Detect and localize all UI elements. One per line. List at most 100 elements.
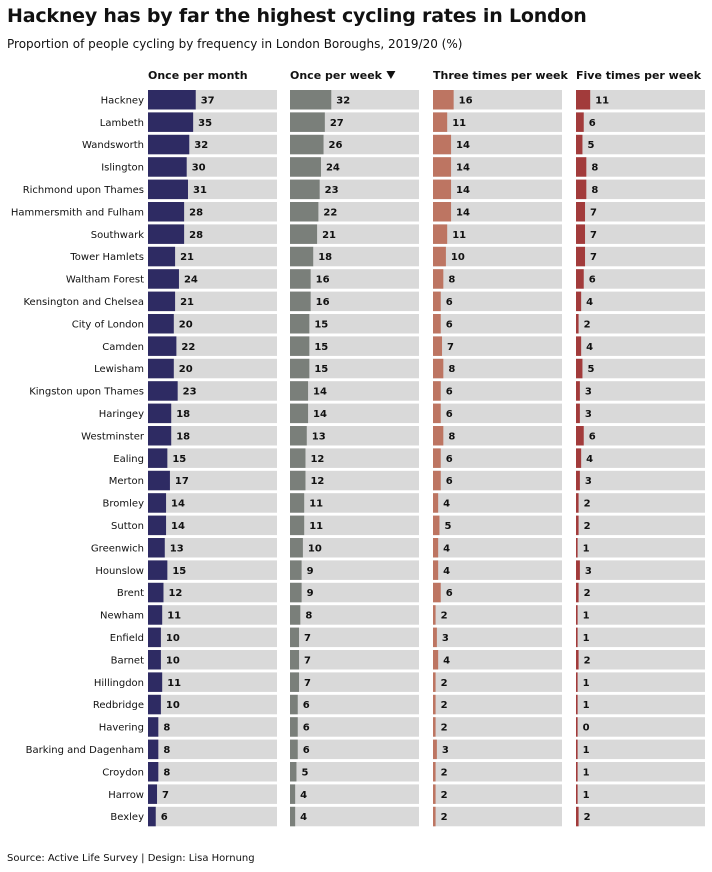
value-label: 9 <box>307 588 314 599</box>
value-label: 20 <box>179 364 193 375</box>
background-bar <box>148 403 277 424</box>
value-label: 11 <box>167 678 181 689</box>
value-bar <box>433 314 441 334</box>
value-label: 8 <box>448 275 455 286</box>
value-label: 3 <box>442 633 449 644</box>
value-label: 22 <box>181 342 195 353</box>
background-bar <box>148 381 277 401</box>
category-label: Brent <box>117 588 144 599</box>
background-bar <box>433 470 562 491</box>
value-bar <box>148 806 156 827</box>
value-label: 12 <box>310 476 324 487</box>
value-bar <box>290 538 303 558</box>
value-bar <box>433 515 440 536</box>
value-bar <box>433 582 441 603</box>
value-bar <box>148 246 176 267</box>
value-bar <box>148 538 165 558</box>
value-label: 7 <box>162 790 169 801</box>
chart-subtitle: Proportion of people cycling by frequenc… <box>7 37 463 51</box>
background-bar <box>576 650 705 670</box>
value-label: 1 <box>583 678 590 689</box>
value-label: 23 <box>183 387 197 398</box>
background-bar <box>576 627 705 648</box>
value-bar <box>433 538 439 558</box>
background-bar <box>290 538 419 558</box>
value-bar <box>433 246 446 267</box>
value-bar <box>290 134 324 155</box>
value-bar <box>148 672 163 692</box>
value-label: 8 <box>591 185 598 196</box>
background-bar <box>576 582 705 603</box>
value-label: 10 <box>166 633 180 644</box>
background-bar <box>433 448 562 468</box>
value-bar <box>290 806 296 827</box>
category-label: Lambeth <box>100 118 144 129</box>
value-label: 10 <box>308 543 322 554</box>
value-label: 16 <box>459 95 473 106</box>
value-bar <box>576 515 579 536</box>
background-bar <box>290 157 419 177</box>
value-bar <box>433 291 441 312</box>
value-bar <box>576 112 584 132</box>
value-bar <box>576 694 578 715</box>
value-label: 15 <box>314 319 328 330</box>
value-label: 3 <box>585 387 592 398</box>
background-bar <box>433 112 562 132</box>
series-header: Three times per week <box>433 69 569 82</box>
value-label: 7 <box>590 230 597 241</box>
series-header: Once per week <box>290 69 383 82</box>
value-bar <box>290 90 332 110</box>
value-label: 2 <box>584 319 591 330</box>
value-bar <box>576 582 579 603</box>
value-bar <box>290 784 296 804</box>
value-bar <box>148 605 163 625</box>
category-label: Hounslow <box>95 566 144 577</box>
value-bar <box>576 538 578 558</box>
value-label: 6 <box>446 409 453 420</box>
triangle-down-icon <box>386 71 396 79</box>
value-bar <box>433 269 444 289</box>
value-bar <box>290 358 310 379</box>
background-bar <box>576 515 705 536</box>
background-bar <box>148 762 277 782</box>
background-bar <box>290 739 419 760</box>
value-bar <box>148 694 161 715</box>
category-label: Croydon <box>102 767 144 778</box>
value-bar <box>148 90 196 110</box>
value-label: 11 <box>595 95 609 106</box>
value-label: 4 <box>586 342 593 353</box>
category-label: Haringey <box>99 409 144 420</box>
value-bar <box>433 784 436 804</box>
value-label: 9 <box>307 566 314 577</box>
value-bar <box>148 336 177 356</box>
background-bar <box>433 493 562 513</box>
category-label: Islington <box>101 163 144 174</box>
value-bar <box>148 515 167 536</box>
background-bar <box>148 314 277 334</box>
value-bar <box>290 246 314 267</box>
background-bar <box>290 605 419 625</box>
value-bar <box>148 739 159 760</box>
value-label: 12 <box>168 588 182 599</box>
series-header: Five times per week <box>576 69 702 82</box>
background-bar <box>433 605 562 625</box>
background-bar <box>576 202 705 222</box>
category-label: Richmond upon Thames <box>23 185 144 196</box>
value-bar <box>290 336 310 356</box>
background-bar <box>148 560 277 580</box>
value-bar <box>148 470 170 491</box>
value-bar <box>576 470 580 491</box>
value-label: 21 <box>180 297 194 308</box>
value-label: 6 <box>446 454 453 465</box>
background-bar <box>290 448 419 468</box>
value-label: 8 <box>448 364 455 375</box>
value-bar <box>576 314 579 334</box>
background-bar <box>433 381 562 401</box>
value-label: 18 <box>318 252 332 263</box>
category-label: City of London <box>72 319 144 330</box>
value-bar <box>576 358 583 379</box>
background-bar <box>576 358 705 379</box>
value-label: 2 <box>584 588 591 599</box>
background-bar <box>576 112 705 132</box>
background-bar <box>148 426 277 446</box>
